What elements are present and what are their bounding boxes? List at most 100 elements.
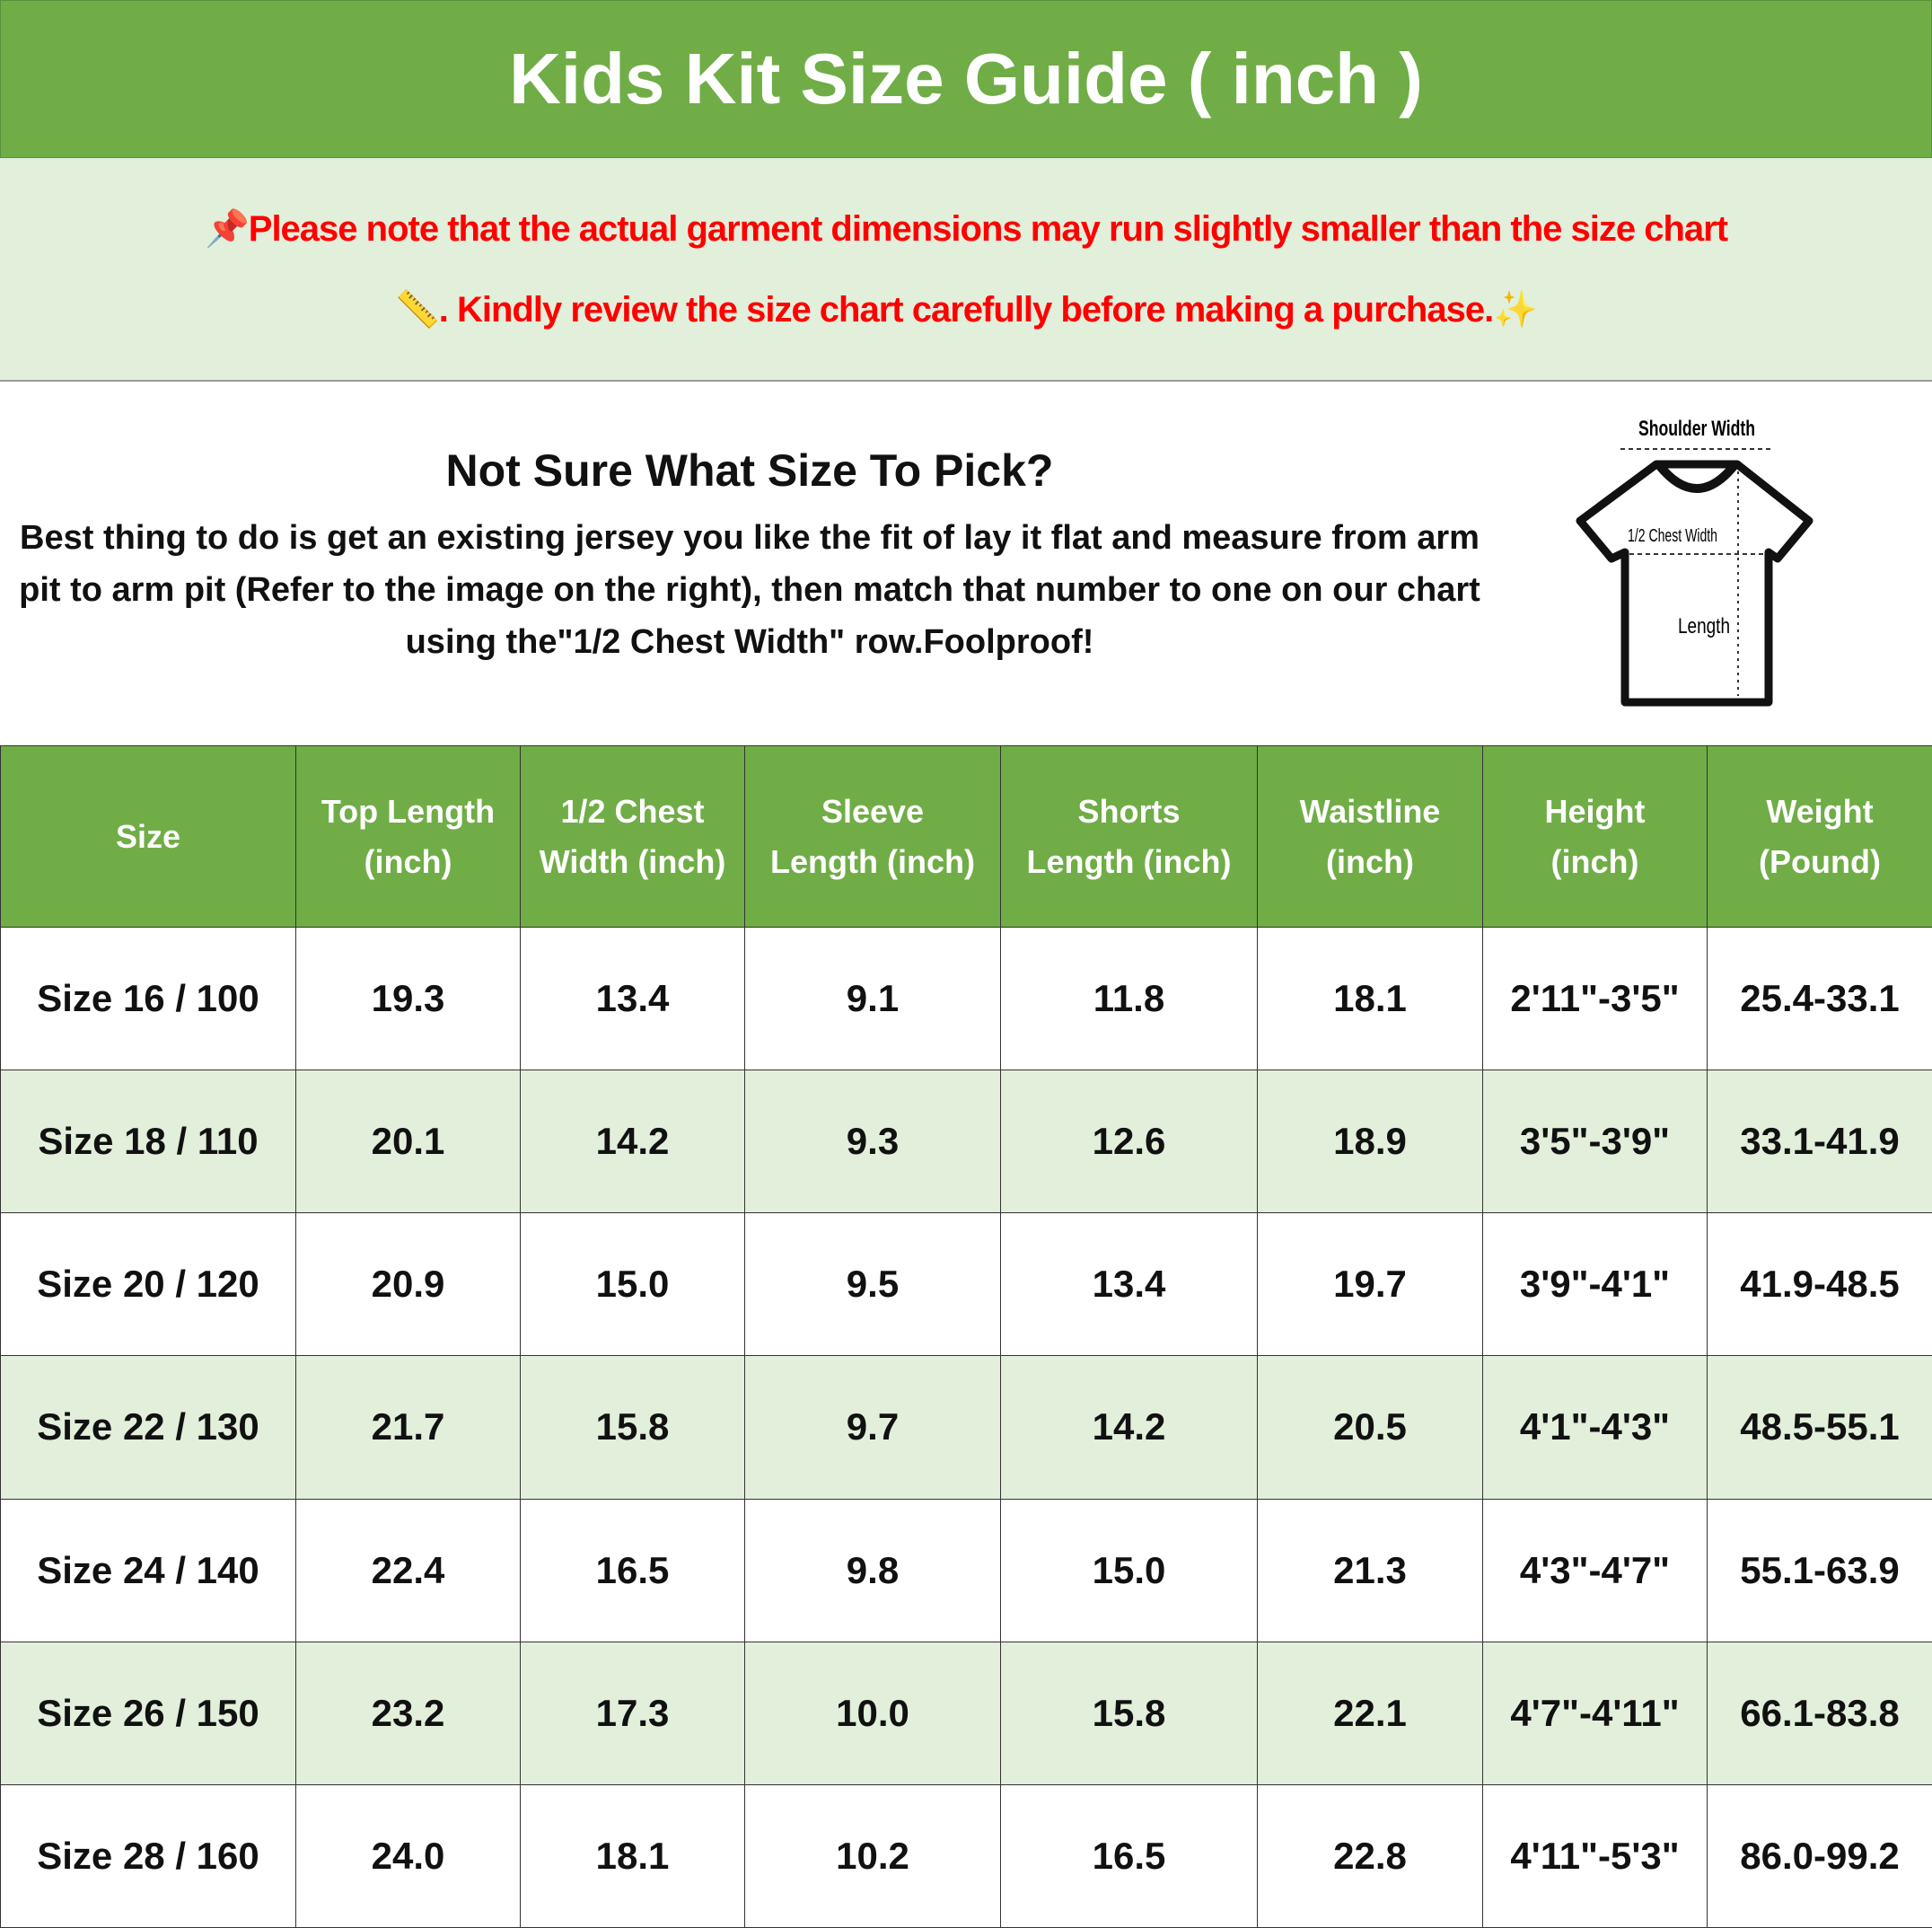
header-text: Length (inch): [770, 842, 975, 880]
table-row: Size 20 / 120 20.9 15.0 9.5 13.4 19.7 3'9"-4'1…: [0, 1212, 1932, 1357]
header-text: Sleeve: [821, 792, 925, 830]
table-cell: 24.0: [295, 1783, 521, 1928]
header-row: Size Top Length (inch) 1/2 Chest Width (inch…: [0, 745, 1932, 928]
table-cell: 20.5: [1257, 1355, 1483, 1500]
column-header: Weight (Pound): [1707, 745, 1932, 928]
table-cell: 10.2: [744, 1783, 1001, 1928]
table-cell: 25.4-33.1: [1707, 926, 1932, 1071]
table-cell: 9.8: [744, 1498, 1001, 1642]
table-cell: 19.3: [295, 926, 521, 1071]
table-cell: 86.0-99.2: [1707, 1783, 1932, 1928]
header-text: Height: [1544, 792, 1646, 830]
table-cell: 11.8: [1000, 926, 1258, 1071]
table-cell: Size 26 / 150: [0, 1641, 296, 1785]
table-cell: Size 24 / 140: [0, 1498, 296, 1642]
table-cell: Size 16 / 100: [0, 926, 296, 1071]
header-text: (Pound): [1759, 842, 1881, 880]
column-header: 1/2 Chest Width (inch): [520, 745, 745, 928]
table-cell: 4'7"-4'11": [1482, 1641, 1708, 1785]
page-title: Kids Kit Size Guide ( inch ): [509, 39, 1423, 119]
table-cell: Size 20 / 120: [0, 1212, 296, 1357]
table-cell: 18.9: [1257, 1070, 1483, 1214]
table-cell: 4'3"-4'7": [1482, 1498, 1708, 1642]
table-cell: 16.5: [520, 1498, 745, 1642]
table-cell: 9.5: [744, 1212, 1001, 1357]
table-cell: 41.9-48.5: [1707, 1212, 1932, 1357]
table-cell: 9.3: [744, 1070, 1001, 1214]
table-cell: 22.1: [1257, 1641, 1483, 1785]
column-header: Sleeve Length (inch): [744, 745, 1001, 928]
table-cell: 2'11"-3'5": [1482, 926, 1708, 1071]
notice-banner: 📌Please note that the actual garment dim…: [0, 158, 1932, 382]
table-cell: 15.8: [520, 1355, 745, 1500]
table-cell: Size 28 / 160: [0, 1783, 296, 1928]
table-row: Size 26 / 150 23.2 17.3 10.0 15.8 22.1 4'7"-4'…: [0, 1641, 1932, 1785]
column-header: Size: [0, 745, 296, 928]
shoulder-width-label: Shoulder Width: [1638, 417, 1755, 441]
column-header: Waistline (inch): [1257, 745, 1483, 928]
tshirt-diagram: Shoulder Width 1/2 Chest Width Length: [1576, 417, 1813, 707]
header-text: Top Length: [321, 792, 496, 830]
table-row: Size 28 / 160 24.0 18.1 10.2 16.5 22.8 4'11"-5…: [0, 1783, 1932, 1928]
title-banner: Kids Kit Size Guide ( inch ): [0, 0, 1932, 158]
table-cell: 13.4: [520, 926, 745, 1071]
info-body: Best thing to do is get an existing jers…: [19, 519, 1480, 661]
table-cell: 3'9"-4'1": [1482, 1212, 1708, 1357]
table-cell: 66.1-83.8: [1707, 1641, 1932, 1785]
header-text: Length (inch): [1026, 842, 1232, 880]
table-cell: 15.0: [520, 1212, 745, 1357]
table-row: Size 18 / 110 20.1 14.2 9.3 12.6 18.9 3'5"-3'9…: [0, 1070, 1932, 1214]
table-cell: 33.1-41.9: [1707, 1070, 1932, 1214]
table-cell: 10.0: [744, 1641, 1001, 1785]
notice-line-2: . Kindly review the size chart carefully…: [438, 290, 1494, 330]
table-cell: 18.1: [520, 1783, 745, 1928]
table-cell: 20.9: [295, 1212, 521, 1357]
sparkles-icon: ✨: [1493, 290, 1538, 330]
table-cell: 48.5-55.1: [1707, 1355, 1932, 1500]
header-text: Size: [115, 817, 181, 855]
table-cell: 15.8: [1000, 1641, 1258, 1785]
pushpin-icon: 📌: [204, 209, 250, 249]
table-cell: 14.2: [1000, 1355, 1258, 1500]
header-text: Weight: [1766, 792, 1874, 830]
table-cell: 4'1"-4'3": [1482, 1355, 1708, 1500]
column-header: Top Length (inch): [295, 745, 521, 928]
table-cell: 23.2: [295, 1641, 521, 1785]
column-header: Shorts Length (inch): [1000, 745, 1258, 928]
header-text: Shorts: [1077, 792, 1181, 830]
table-cell: 55.1-63.9: [1707, 1498, 1932, 1642]
table-cell: 9.1: [744, 926, 1001, 1071]
header-text: Waistline: [1299, 792, 1441, 830]
table-cell: 22.4: [295, 1498, 521, 1642]
header-text: (inch): [1326, 842, 1414, 880]
table-row: Size 16 / 100 19.3 13.4 9.1 11.8 18.1 2'11"-3'…: [0, 926, 1932, 1071]
info-heading: Not Sure What Size To Pick?: [445, 445, 1054, 496]
table-cell: 16.5: [1000, 1783, 1258, 1928]
table-cell: 18.1: [1257, 926, 1483, 1071]
table-cell: 17.3: [520, 1641, 745, 1785]
header-text: (inch): [1550, 842, 1639, 880]
ruler-icon: 📏: [394, 290, 440, 330]
table-cell: 13.4: [1000, 1212, 1258, 1357]
chest-width-label: 1/2 Chest Width: [1628, 526, 1717, 546]
table-row: Size 22 / 130 21.7 15.8 9.7 14.2 20.5 4'1"-4'3…: [0, 1355, 1932, 1500]
header-text: (inch): [364, 842, 452, 880]
table-cell: 21.7: [295, 1355, 521, 1500]
table-cell: Size 18 / 110: [0, 1070, 296, 1214]
table-cell: 20.1: [295, 1070, 521, 1214]
table-cell: 4'11"-5'3": [1482, 1783, 1708, 1928]
info-section: Not Sure What Size To Pick? Best thing t…: [0, 382, 1932, 745]
table-cell: 22.8: [1257, 1783, 1483, 1928]
table-cell: 3'5"-3'9": [1482, 1070, 1708, 1214]
notice-line-1: Please note that the actual garment dime…: [248, 209, 1728, 249]
table-cell: 21.3: [1257, 1498, 1483, 1642]
column-header: Height (inch): [1482, 745, 1708, 928]
header-text: 1/2 Chest: [560, 792, 705, 830]
table-cell: Size 22 / 130: [0, 1355, 296, 1500]
header-text: Width (inch): [539, 842, 726, 880]
table-cell: 15.0: [1000, 1498, 1258, 1642]
size-table: Size Top Length (inch) 1/2 Chest Width (inch…: [0, 745, 1932, 1928]
table-cell: 14.2: [520, 1070, 745, 1214]
table-cell: 12.6: [1000, 1070, 1258, 1214]
length-label: Length: [1678, 614, 1730, 638]
